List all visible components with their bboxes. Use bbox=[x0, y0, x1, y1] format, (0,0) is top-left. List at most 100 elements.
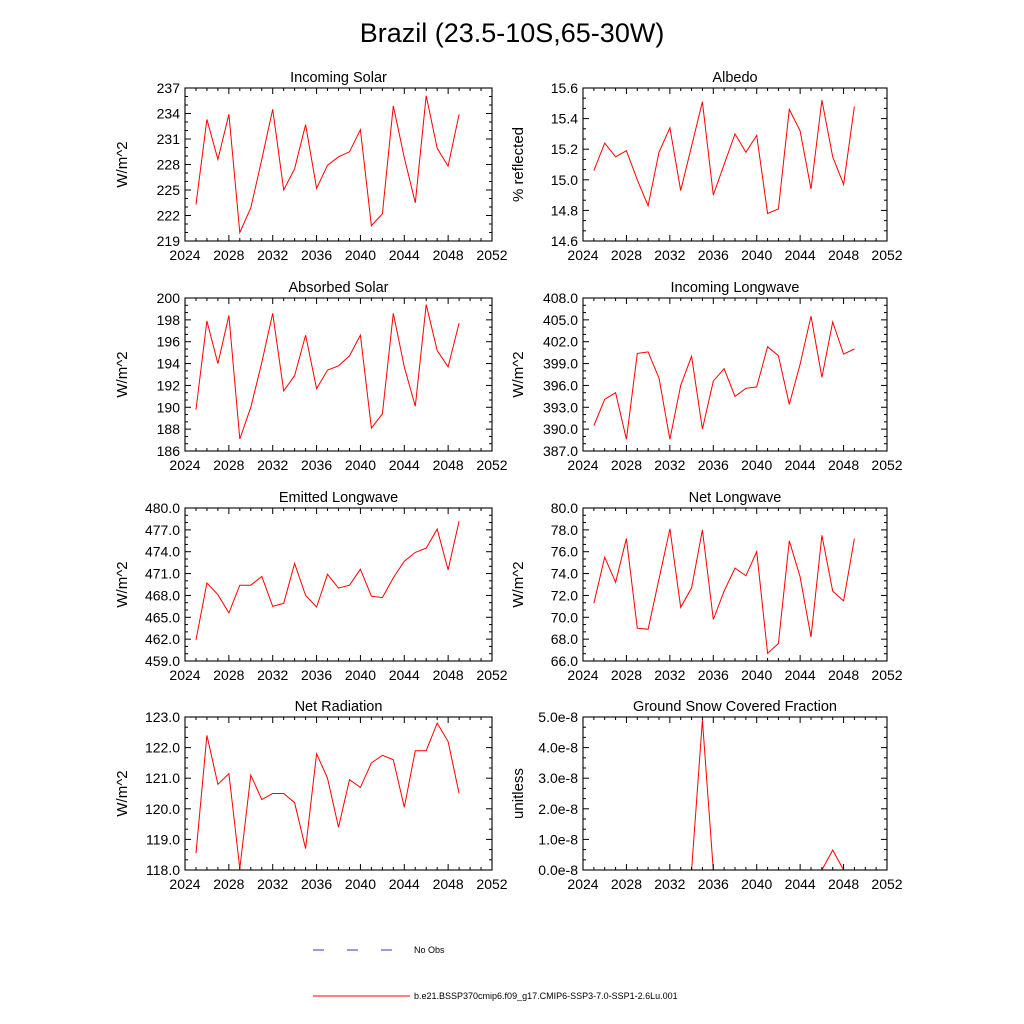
plot-frame bbox=[184, 297, 493, 452]
panel-net-radiation: Net Radiation W/m^2 2024 2028 2032 2036 2040 20… bbox=[114, 699, 508, 892]
y-axis-label: W/m^2 bbox=[510, 351, 527, 397]
x-tick-label: 2052 bbox=[476, 247, 507, 263]
series-line-net-radiation bbox=[195, 721, 460, 869]
y-tick-label: 15.4 bbox=[551, 111, 578, 127]
y-tick-label: 405.0 bbox=[543, 312, 578, 328]
x-tick-label: 2040 bbox=[741, 667, 772, 683]
x-tick-label: 2040 bbox=[741, 457, 772, 473]
series-line-incoming-solar bbox=[195, 95, 460, 235]
y-tick-label: 188 bbox=[157, 421, 181, 437]
series-line-albedo bbox=[593, 100, 855, 215]
x-tick-label: 2036 bbox=[698, 457, 729, 473]
panel-title: Incoming Longwave bbox=[671, 280, 800, 296]
x-tick-label: 2032 bbox=[257, 667, 288, 683]
y-axis-label: W/m^2 bbox=[114, 351, 131, 397]
x-tick-label: 2024 bbox=[567, 876, 598, 892]
y-tick-label: 468.0 bbox=[145, 587, 180, 603]
y-tick-label: 80.0 bbox=[551, 500, 578, 516]
y-tick-label: 465.0 bbox=[145, 609, 180, 625]
x-tick-label: 2036 bbox=[301, 247, 332, 263]
x-tick-label: 2024 bbox=[567, 457, 598, 473]
y-tick-label: 393.0 bbox=[543, 399, 578, 415]
y-axis-label: % reflected bbox=[510, 127, 527, 202]
x-tick-label: 2040 bbox=[345, 247, 376, 263]
x-tick-label: 2040 bbox=[345, 457, 376, 473]
y-tick-label: 480.0 bbox=[145, 500, 180, 516]
figure-title: Brazil (23.5-10S,65-30W) bbox=[360, 18, 665, 48]
y-tick-label: 237 bbox=[157, 80, 181, 96]
y-tick-label: 459.0 bbox=[145, 653, 180, 669]
x-tick-label: 2044 bbox=[785, 667, 816, 683]
x-tick-label: 2048 bbox=[433, 876, 464, 892]
series-line-absorbed-solar bbox=[195, 304, 460, 440]
panel-emitted-longwave: Emitted Longwave W/m^2 2024 2028 2032 2036 204… bbox=[114, 490, 508, 683]
x-tick-label: 2036 bbox=[698, 667, 729, 683]
x-tick-label: 2028 bbox=[213, 667, 244, 683]
x-tick-label: 2028 bbox=[611, 247, 642, 263]
y-tick-label: 74.0 bbox=[551, 566, 578, 582]
y-tick-label: 186 bbox=[157, 443, 181, 459]
x-tick-label: 2024 bbox=[169, 876, 200, 892]
x-tick-label: 2044 bbox=[389, 667, 420, 683]
x-tick-label: 2028 bbox=[213, 247, 244, 263]
y-tick-label: 192 bbox=[157, 377, 181, 393]
x-tick-label: 2040 bbox=[345, 667, 376, 683]
x-tick-label: 2024 bbox=[567, 247, 598, 263]
y-axis-label: W/m^2 bbox=[114, 561, 131, 607]
x-tick-label: 2048 bbox=[828, 876, 859, 892]
y-tick-label: 66.0 bbox=[551, 653, 578, 669]
y-tick-label: 14.8 bbox=[551, 202, 578, 218]
y-tick-label: 119.0 bbox=[146, 831, 180, 847]
x-tick-label: 2048 bbox=[433, 457, 464, 473]
x-tick-label: 2028 bbox=[611, 876, 642, 892]
x-tick-label: 2052 bbox=[871, 457, 902, 473]
plot-frame bbox=[582, 297, 888, 452]
x-tick-label: 2044 bbox=[389, 876, 420, 892]
y-tick-label: 477.0 bbox=[145, 522, 180, 538]
x-tick-label: 2036 bbox=[301, 457, 332, 473]
y-tick-label: 198 bbox=[157, 312, 181, 328]
x-tick-label: 2028 bbox=[213, 876, 244, 892]
x-tick-label: 2032 bbox=[654, 667, 685, 683]
series-line-incoming-longwave bbox=[593, 316, 855, 440]
y-tick-label: 408.0 bbox=[543, 290, 578, 306]
legend-label-no-obs: No Obs bbox=[414, 945, 445, 955]
y-tick-label: 222 bbox=[157, 208, 181, 224]
y-tick-label: 200 bbox=[157, 290, 181, 306]
y-tick-label: 231 bbox=[157, 131, 181, 147]
legend: No Obs b.e21.BSSP370cmip6.f09_g17.CMIP6-… bbox=[313, 945, 678, 1001]
x-tick-label: 2032 bbox=[257, 247, 288, 263]
x-tick-label: 2048 bbox=[828, 457, 859, 473]
x-tick-label: 2052 bbox=[871, 247, 902, 263]
y-tick-label: 399.0 bbox=[543, 356, 578, 372]
panel-incoming-solar: Incoming Solar W/m^2 2024 2028 2032 2036 2040 2… bbox=[114, 70, 508, 263]
y-tick-label: 15.2 bbox=[551, 141, 578, 157]
x-tick-label: 2052 bbox=[871, 667, 902, 683]
x-tick-label: 2044 bbox=[389, 247, 420, 263]
panel-ground-snow-covered-fraction: Ground Snow Covered Fraction unitless 2024… bbox=[510, 699, 903, 892]
x-tick-label: 2036 bbox=[301, 667, 332, 683]
x-tick-label: 2032 bbox=[654, 247, 685, 263]
y-tick-label: 225 bbox=[157, 182, 181, 198]
panel-title: Albedo bbox=[712, 70, 757, 86]
panel-title: Incoming Solar bbox=[290, 70, 387, 86]
panels: Incoming Solar W/m^2 2024 2028 2032 2036 2040 2… bbox=[114, 70, 903, 892]
y-axis-label: W/m^2 bbox=[510, 561, 527, 607]
y-tick-label: 78.0 bbox=[551, 522, 578, 538]
x-tick-label: 2044 bbox=[785, 457, 816, 473]
y-tick-label: 234 bbox=[157, 106, 181, 122]
x-tick-label: 2040 bbox=[741, 247, 772, 263]
y-tick-label: 15.0 bbox=[551, 172, 578, 188]
x-tick-label: 2036 bbox=[698, 876, 729, 892]
x-tick-label: 2044 bbox=[389, 457, 420, 473]
y-tick-label: 121.0 bbox=[145, 770, 180, 786]
y-tick-label: 76.0 bbox=[551, 544, 578, 560]
y-tick-label: 0.0e-8 bbox=[538, 862, 578, 878]
y-tick-label: 190 bbox=[157, 399, 181, 415]
y-tick-label: 123.0 bbox=[145, 709, 180, 725]
y-tick-label: 4.0e-8 bbox=[538, 740, 578, 756]
y-tick-label: 15.6 bbox=[551, 80, 578, 96]
x-tick-label: 2032 bbox=[654, 876, 685, 892]
y-tick-label: 196 bbox=[157, 334, 181, 350]
